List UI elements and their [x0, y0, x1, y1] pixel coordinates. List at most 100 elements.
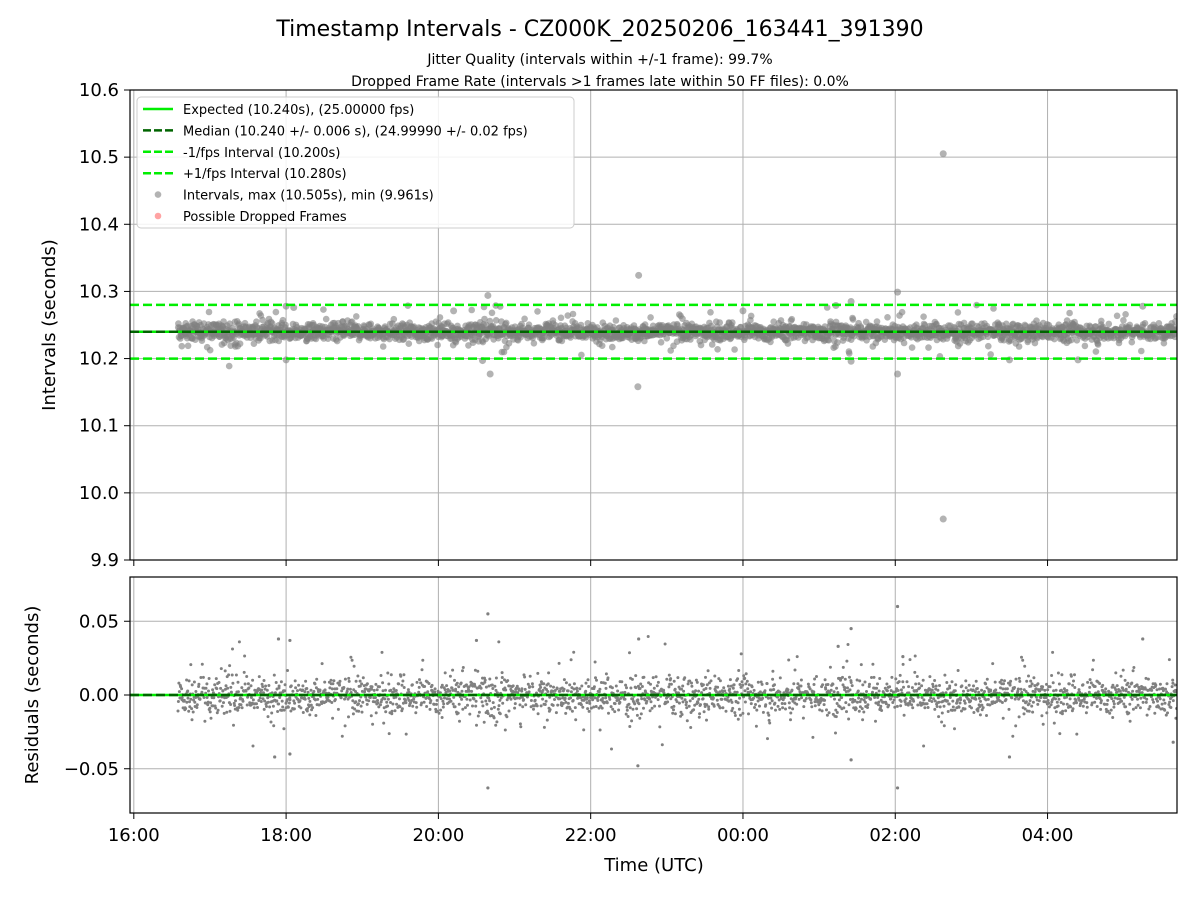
- residual-point: [260, 688, 264, 692]
- residual-point: [940, 720, 944, 724]
- residual-point: [841, 683, 845, 687]
- residual-point: [804, 697, 808, 700]
- residual-point: [572, 682, 576, 686]
- residual-point: [697, 689, 701, 693]
- residual-point: [959, 698, 963, 702]
- residual-point: [526, 682, 530, 686]
- interval-point: [1081, 342, 1089, 350]
- residual-point: [774, 708, 777, 712]
- residual-point: [539, 704, 543, 708]
- residual-point: [445, 697, 449, 701]
- residual-point: [1150, 688, 1154, 692]
- residual-point: [280, 708, 284, 712]
- residual-point: [518, 703, 522, 707]
- residual-point: [1148, 705, 1152, 708]
- residual-point: [249, 684, 253, 688]
- residual-point: [1144, 676, 1148, 680]
- residual-point: [1127, 711, 1131, 715]
- residual-point: [981, 706, 985, 710]
- residual-point: [206, 700, 210, 704]
- residual-point: [834, 715, 838, 719]
- intervals-panel: 9.910.010.110.210.310.410.510.6: [79, 80, 1178, 571]
- residual-point: [303, 690, 307, 694]
- residual-point: [1031, 689, 1035, 693]
- residual-point: [832, 690, 836, 694]
- residual-point: [479, 686, 483, 690]
- residual-point: [884, 702, 888, 706]
- residual-point: [231, 681, 235, 685]
- residual-point: [185, 700, 189, 704]
- interval-point: [205, 308, 213, 316]
- residual-point: [532, 707, 535, 711]
- residual-point: [294, 686, 298, 690]
- residual-point: [519, 725, 523, 729]
- residual-point: [1068, 697, 1072, 701]
- residual-point: [741, 683, 745, 687]
- residual-point: [1131, 669, 1135, 673]
- legend-label: Intervals, max (10.505s), min (9.961s): [183, 189, 434, 204]
- residual-point: [604, 686, 608, 690]
- interval-point: [488, 309, 496, 317]
- residual-point: [687, 704, 691, 708]
- residual-point: [282, 727, 286, 731]
- residual-point: [1163, 701, 1167, 705]
- residual-point: [953, 727, 956, 731]
- residual-point: [704, 687, 708, 690]
- residual-point: [389, 701, 392, 704]
- residual-point: [1090, 701, 1094, 705]
- residual-point: [1134, 706, 1138, 710]
- residual-point: [470, 689, 474, 693]
- residual-point: [847, 717, 851, 721]
- residual-point: [1055, 700, 1059, 704]
- residual-point: [712, 704, 716, 708]
- residual-point: [479, 696, 483, 700]
- residual-point: [496, 707, 500, 711]
- residual-point: [1060, 673, 1064, 677]
- residual-point: [1108, 711, 1112, 715]
- residual-point: [791, 707, 795, 711]
- residual-point: [1016, 689, 1020, 693]
- interval-point: [503, 319, 510, 327]
- interval-point: [679, 315, 686, 323]
- residual-point: [265, 688, 269, 692]
- residual-point: [646, 635, 650, 638]
- residual-point: [189, 663, 193, 667]
- residual-point: [400, 707, 404, 711]
- interval-point: [884, 314, 891, 321]
- interval-point: [505, 340, 513, 347]
- residual-point: [603, 681, 607, 685]
- interval-point: [920, 313, 927, 321]
- residual-point: [343, 697, 347, 701]
- residual-point: [208, 710, 212, 714]
- residual-point: [582, 728, 586, 732]
- residual-point: [976, 709, 980, 713]
- interval-outlier-point: [739, 307, 747, 315]
- residual-point: [306, 707, 309, 711]
- residual-point: [737, 707, 741, 711]
- residual-point: [648, 709, 652, 713]
- residual-point: [520, 695, 524, 699]
- residual-point: [185, 678, 189, 682]
- residual-point: [222, 711, 226, 715]
- residual-point: [186, 696, 190, 700]
- residual-point: [707, 705, 711, 709]
- residual-point: [1058, 732, 1062, 736]
- residual-point: [1069, 705, 1073, 709]
- residual-point: [347, 676, 351, 680]
- residual-point: [1023, 707, 1027, 711]
- residual-point: [773, 701, 777, 705]
- residual-point: [353, 707, 357, 711]
- residual-point: [548, 708, 552, 712]
- residual-point: [617, 708, 621, 712]
- residual-point: [948, 696, 952, 699]
- residual-outlier-point: [486, 786, 490, 790]
- residual-point: [825, 708, 828, 712]
- residual-point: [610, 747, 613, 751]
- legend-label: -1/fps Interval (10.200s): [183, 146, 340, 161]
- residual-point: [192, 680, 196, 684]
- residual-point: [410, 683, 414, 687]
- residual-point: [937, 700, 941, 704]
- residual-point: [1111, 716, 1115, 719]
- residual-point: [907, 685, 911, 689]
- residual-point: [236, 680, 240, 684]
